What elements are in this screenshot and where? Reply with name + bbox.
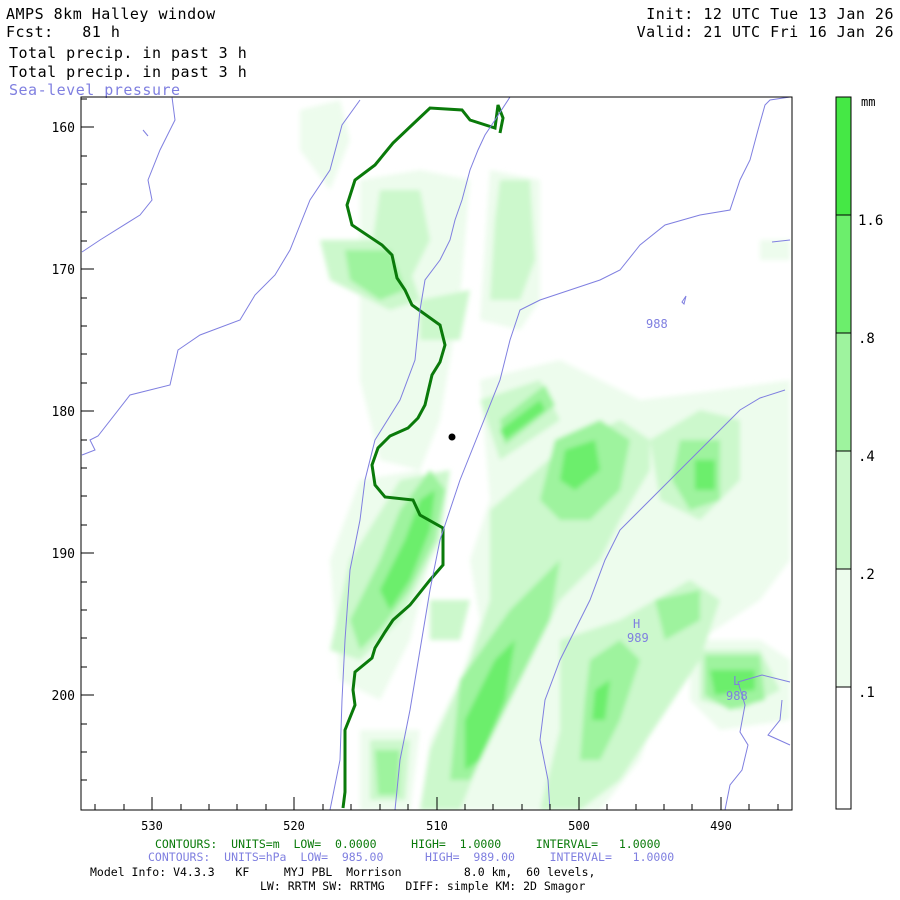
field-label-3: Sea-level pressure (9, 81, 181, 99)
precip-shading (300, 100, 790, 810)
high-marker: H (633, 617, 640, 631)
x-tick-label: 520 (283, 819, 305, 833)
x-tick-label: 510 (426, 819, 448, 833)
x-axis-ticks (94, 797, 779, 810)
y-tick-label: 160 (52, 121, 75, 136)
colorbar-label: 1.6 (858, 213, 883, 229)
x-tick-label: 500 (568, 819, 590, 833)
isobar-labels: 988 H 989 L 988 (627, 317, 748, 703)
y-axis-labels: 160 170 180 190 200 (52, 121, 75, 704)
coastline (341, 104, 505, 809)
y-tick-label: 200 (52, 689, 75, 704)
x-axis-labels: 530 520 510 500 490 (141, 819, 732, 833)
field-label-2: Total precip. in past 3 h (9, 63, 248, 81)
station-marker (448, 433, 456, 441)
colorbar-label: .2 (858, 567, 875, 583)
colorbar-unit: mm (861, 95, 875, 109)
colorbar-labels: mm 1.6 .8 .4 .2 .1 (858, 95, 883, 701)
model-physics: LW: RRTM SW: RRTMG DIFF: simple KM: 2D S… (260, 879, 586, 893)
isobars (81, 97, 791, 810)
x-tick-label: 530 (141, 819, 163, 833)
valid-time: Valid: 21 UTC Fri 16 Jan 26 (636, 23, 894, 41)
field-label-1: Total precip. in past 3 h (9, 44, 248, 62)
y-tick-label: 170 (52, 263, 75, 278)
isobar-label: 988 (646, 317, 668, 331)
contours-line-height: CONTOURS: UNITS=m LOW= 0.0000 HIGH= 1.00… (155, 837, 661, 851)
model-info: Model Info: V4.3.3 KF MYJ PBL Morrison 8… (90, 865, 596, 879)
x-tick-label: 490 (710, 819, 732, 833)
high-value: 989 (627, 631, 649, 645)
colorbar (835, 96, 852, 810)
y-tick-label: 190 (52, 547, 75, 562)
init-time: Init: 12 UTC Tue 13 Jan 26 (646, 5, 894, 23)
colorbar-label: .4 (858, 449, 875, 465)
contours-line-pressure: CONTOURS: UNITS=hPa LOW= 985.00 HIGH= 98… (148, 850, 675, 864)
map-title: AMPS 8km Halley window (6, 5, 216, 23)
y-axis-ticks (81, 98, 94, 781)
colorbar-label: .8 (858, 331, 875, 347)
low-marker: L (733, 674, 740, 688)
y-tick-label: 180 (52, 405, 75, 420)
forecast-hour: Fcst: 81 h (6, 23, 121, 41)
low-value: 988 (726, 689, 748, 703)
colorbar-label: .1 (858, 685, 875, 701)
